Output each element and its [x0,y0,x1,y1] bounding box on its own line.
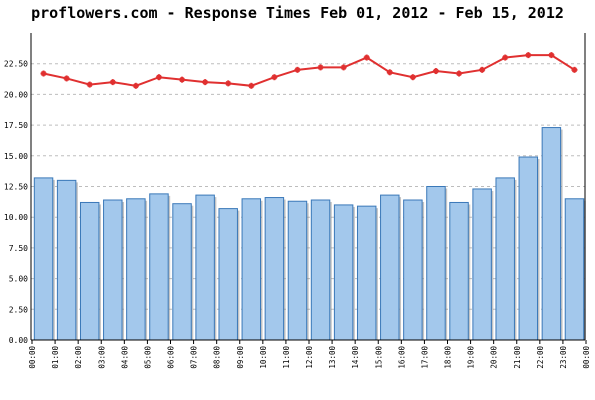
point-marker [548,52,554,58]
bar [172,203,192,341]
bar-series [33,127,586,341]
point-marker [571,67,577,73]
bar [449,201,469,341]
y-tick-label: 12.50 [4,183,28,192]
bar [287,200,308,341]
bar [103,199,123,341]
x-tick-label: 21:00 [513,346,522,369]
x-tick-label: 15:00 [374,346,383,369]
chart-title: proflowers.com - Response Times Feb 01, … [31,4,564,22]
x-tick-label: 00:00 [28,346,37,369]
point-marker [225,80,231,86]
x-axis-ticks: 00:00 01:00 02:00 03:00 04:00 05:00 06:00 07:00… [28,340,591,369]
bar [218,208,238,341]
x-tick-label: 22:00 [536,346,545,369]
point-marker [41,70,47,77]
point-marker [248,83,254,89]
bar [518,156,539,341]
axes [30,33,586,341]
x-tick-label: 20:00 [490,346,499,369]
bar [149,193,169,341]
series-line [43,54,575,87]
x-tick-label: 00:00 [582,346,591,369]
bar [79,201,100,341]
point-marker [456,70,462,77]
bar [403,199,423,341]
bar [126,198,146,341]
x-tick-label: 06:00 [167,346,176,369]
x-tick-label: 23:00 [559,346,568,369]
x-tick-label: 12:00 [305,346,314,369]
point-marker [133,83,139,89]
point-marker [271,74,277,80]
x-tick-label: 02:00 [74,346,83,369]
x-tick-label: 18:00 [444,346,453,369]
x-tick-label: 03:00 [97,346,106,369]
x-tick-label: 09:00 [236,346,245,369]
x-tick-label: 04:00 [120,346,129,369]
x-tick-label: 07:00 [190,346,199,369]
point-marker [110,79,116,85]
bar [56,179,77,341]
point-marker [433,68,439,74]
y-tick-label: 5.00 [9,275,28,284]
point-marker [318,64,324,70]
bar [426,186,446,341]
bar [564,198,585,341]
point-marker [364,55,370,61]
x-tick-label: 11:00 [282,346,291,369]
bar [541,127,562,341]
point-marker [87,82,93,88]
x-tick-label: 01:00 [51,346,60,369]
line-series [40,52,578,89]
bar [264,197,285,341]
bar [241,198,262,341]
x-tick-label: 10:00 [259,346,268,369]
bar [310,199,331,341]
point-marker [479,67,485,73]
point-marker [294,67,300,73]
point-marker [502,55,508,61]
x-tick-label: 08:00 [213,346,222,369]
point-marker [341,64,347,70]
y-tick-label: 10.00 [4,213,28,222]
y-tick-label: 0.00 [9,336,28,345]
y-tick-label: 17.50 [4,121,28,130]
point-marker [156,74,162,80]
bar [356,205,377,341]
point-marker [410,74,416,80]
bar [333,204,354,341]
bar [195,194,215,341]
x-tick-label: 16:00 [397,346,406,369]
x-tick-label: 14:00 [351,346,360,369]
x-tick-label: 17:00 [420,346,429,369]
point-marker [64,75,70,81]
y-axis-ticks: 0.00 2.50 5.00 7.50 10.00 12.50 15.00 17.50 20.0… [4,60,28,345]
point-marker [387,69,393,75]
point-marker [525,52,531,58]
y-tick-label: 15.00 [4,152,28,161]
x-tick-label: 19:00 [467,346,476,369]
y-tick-label: 7.50 [9,244,28,253]
x-tick-label: 13:00 [328,346,337,369]
y-tick-label: 22.50 [4,60,28,69]
point-marker [202,79,208,85]
bar [380,194,400,341]
bar [33,177,54,341]
y-tick-label: 20.00 [4,90,28,99]
bar [472,188,492,341]
point-marker [179,77,185,83]
bar [495,177,515,341]
x-tick-label: 05:00 [143,346,152,369]
y-tick-label: 2.50 [9,305,28,314]
